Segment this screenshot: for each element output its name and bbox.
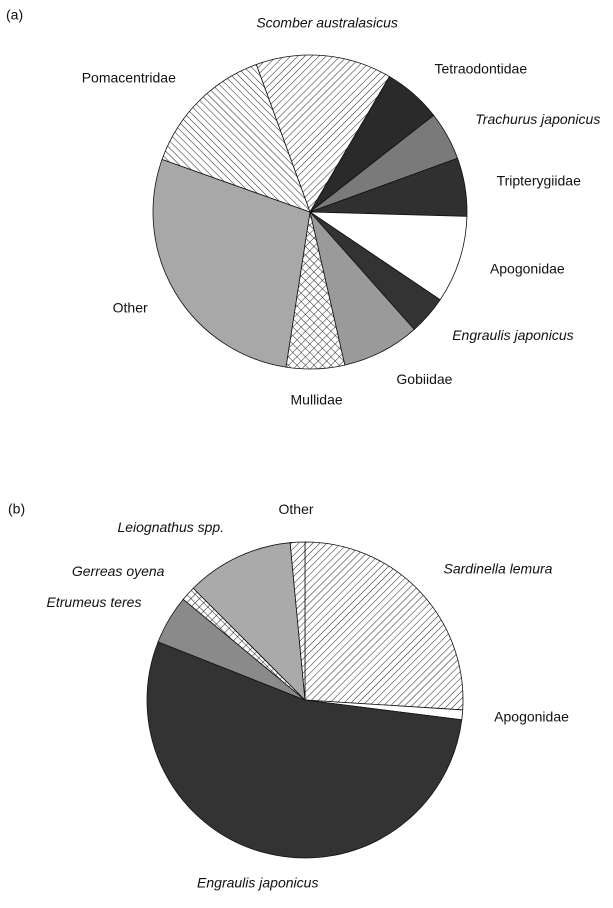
slice-label: Etrumeus teres — [47, 594, 142, 610]
pie-slice — [255, 54, 390, 213]
slice-label: Leiognathus spp. — [117, 519, 224, 535]
pie-slice — [161, 63, 311, 213]
panel-label: (a) — [6, 7, 23, 23]
slice-label: Gerreas oyena — [72, 563, 165, 579]
pie-slice — [308, 211, 468, 301]
panel-label: (b) — [8, 501, 25, 517]
slice-label: Tetraodontidae — [434, 60, 527, 76]
slice-label: Pomacentridae — [82, 70, 176, 86]
pie-slice — [146, 641, 463, 859]
pie-slice — [192, 542, 306, 702]
pie-slice — [289, 541, 306, 701]
slice-label: Mullidae — [291, 392, 343, 408]
slice-label: Tripterygiidae — [497, 172, 582, 188]
slice-label: Sardinella lemura — [444, 561, 553, 577]
slice-label: Other — [279, 501, 314, 517]
slice-label: Trachurus japonicus — [475, 111, 600, 127]
slice-label: Apogonidae — [490, 260, 565, 276]
slice-label: Engraulis japonicus — [452, 327, 573, 343]
slice-label: Engraulis japonicus — [197, 875, 318, 891]
pie-slice — [152, 158, 311, 368]
pie-slice — [304, 541, 464, 711]
slice-label: Other — [113, 299, 148, 315]
slice-label: Gobiidae — [396, 371, 452, 387]
slice-label: Apogonidae — [494, 709, 569, 725]
slice-label: Scomber australasicus — [256, 14, 398, 30]
